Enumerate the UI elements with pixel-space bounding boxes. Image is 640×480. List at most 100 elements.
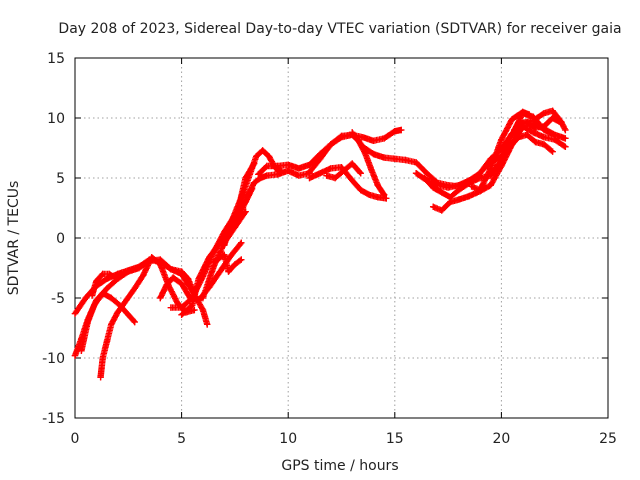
data-point: [423, 170, 430, 177]
data-point: [551, 131, 558, 138]
data-point: [523, 131, 531, 138]
data-point: [306, 168, 313, 176]
data-point: [476, 174, 484, 182]
data-point: [257, 174, 264, 182]
data-point: [157, 294, 164, 302]
data-point: [348, 129, 356, 136]
data-point: [135, 264, 143, 272]
data-point: [540, 141, 548, 148]
data-point: [125, 268, 132, 275]
data-point: [549, 114, 556, 122]
data-point: [429, 203, 437, 210]
data-point: [233, 204, 241, 212]
data-point: [285, 167, 292, 174]
y-tick-label: 0: [56, 231, 65, 247]
data-point: [447, 194, 454, 201]
data-point: [466, 192, 473, 200]
data-point: [487, 182, 494, 189]
data-point: [455, 196, 462, 203]
data-point: [323, 172, 330, 179]
data-point: [306, 174, 313, 182]
data-point: [562, 135, 569, 142]
data-point: [71, 310, 79, 317]
data-point: [421, 174, 428, 182]
y-tick-label: -5: [51, 291, 65, 307]
data-marks: [71, 107, 569, 381]
series-track-24: [523, 114, 565, 131]
data-point: [338, 132, 345, 140]
grid: [75, 58, 608, 418]
data-point: [231, 222, 239, 230]
data-point: [99, 270, 106, 278]
data-point: [122, 297, 130, 304]
data-point: [397, 126, 405, 134]
x-tick-label: 25: [599, 431, 617, 447]
data-point: [116, 302, 123, 309]
data-point: [240, 189, 247, 196]
data-point: [114, 309, 121, 316]
x-tick-label: 15: [386, 431, 404, 447]
data-point: [348, 177, 356, 184]
data-point: [532, 124, 539, 131]
x-ticks: 0 5 10 15 20 25: [71, 58, 617, 447]
data-point: [532, 138, 539, 146]
data-point: [540, 123, 548, 130]
data-point: [259, 147, 266, 154]
data-point: [557, 119, 565, 126]
data-point: [97, 374, 104, 381]
data-point: [327, 165, 335, 172]
data-point: [562, 143, 569, 150]
data-point: [178, 270, 185, 278]
data-point: [391, 155, 398, 162]
data-point: [549, 148, 556, 155]
data-point: [338, 164, 345, 171]
data-point: [498, 153, 505, 160]
data-point: [340, 167, 347, 174]
data-point: [402, 156, 409, 164]
data-point: [438, 207, 445, 214]
data-point: [140, 272, 147, 279]
x-tick-label: 5: [177, 431, 186, 447]
data-point: [508, 116, 516, 123]
data-point: [103, 338, 111, 345]
data-point: [206, 254, 213, 261]
data-point: [71, 352, 79, 359]
data-point: [374, 182, 381, 189]
data-point: [167, 266, 175, 273]
data-point: [105, 270, 113, 278]
data-point: [515, 134, 522, 141]
data-point: [246, 171, 254, 178]
data-point: [508, 131, 516, 138]
data-point: [148, 254, 155, 261]
data-point: [370, 150, 377, 158]
data-point: [263, 162, 271, 170]
data-point: [331, 174, 339, 182]
data-point: [525, 111, 533, 118]
data-point: [466, 179, 473, 186]
data-point: [238, 239, 245, 246]
data-point: [412, 159, 420, 166]
data-point: [221, 251, 228, 258]
data-point: [306, 161, 313, 168]
data-point: [391, 128, 398, 135]
data-point: [227, 252, 234, 260]
data-point: [178, 280, 185, 287]
data-point: [380, 154, 388, 161]
data-point: [108, 294, 115, 302]
data-point: [189, 302, 196, 309]
data-point: [250, 179, 258, 186]
data-point: [108, 321, 115, 328]
data-point: [357, 186, 364, 194]
data-point: [489, 158, 497, 165]
data-point: [523, 119, 531, 126]
data-point: [348, 160, 356, 167]
data-point: [78, 347, 85, 354]
data-point: [238, 256, 245, 263]
data-point: [227, 220, 234, 227]
y-axis-label: SDTVAR / TECUs: [6, 181, 22, 296]
data-point: [131, 285, 138, 292]
data-point: [195, 275, 202, 282]
data-point: [498, 136, 505, 143]
data-point: [225, 268, 232, 275]
